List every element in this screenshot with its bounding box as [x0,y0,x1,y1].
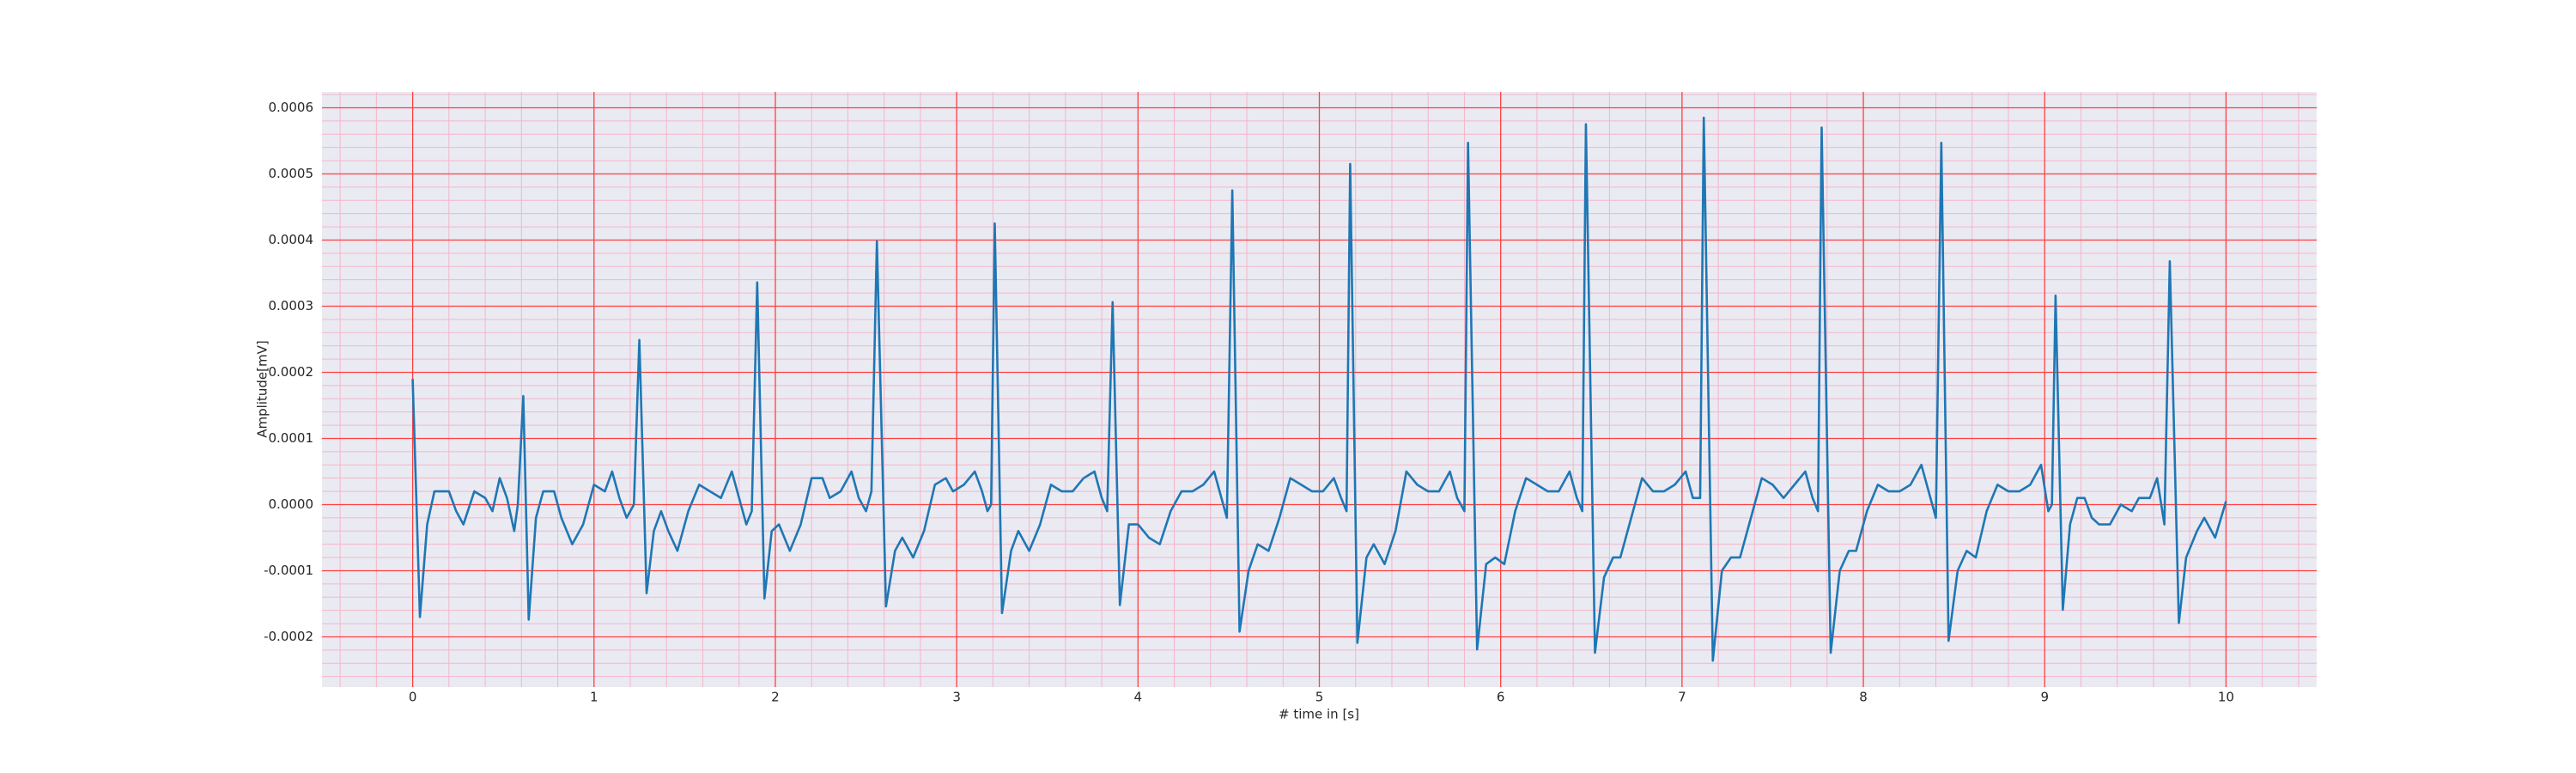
y-tick-label: 0.0006 [269,100,314,115]
y-tick-label: 0.0003 [269,298,314,313]
y-tick-label: 0.0005 [269,166,314,181]
y-tick-label: 0.0002 [269,364,314,380]
x-tick-label: 2 [771,690,780,705]
y-axis-label: Amplitude[mV] [255,340,270,437]
y-tick-label: 0.0001 [269,430,314,446]
y-tick-label: -0.0001 [264,563,313,578]
x-tick-label: 9 [2040,690,2049,705]
x-tick-label: 7 [1678,690,1686,705]
y-tick-label: 0.0000 [269,496,314,512]
x-tick-label: 1 [590,690,598,705]
x-tick-label: 10 [2218,690,2234,705]
x-tick-label: 3 [952,690,961,705]
x-tick-label: 8 [1859,690,1868,705]
x-tick-label: 4 [1134,690,1143,705]
signal-line [411,116,2227,662]
x-tick-label: 0 [409,690,417,705]
y-tick-label: -0.0002 [264,629,313,644]
x-tick-label: 5 [1315,690,1324,705]
y-tick-label: 0.0004 [269,232,314,247]
x-axis-label: # time in [s] [1279,707,1359,722]
x-tick-label: 6 [1497,690,1505,705]
